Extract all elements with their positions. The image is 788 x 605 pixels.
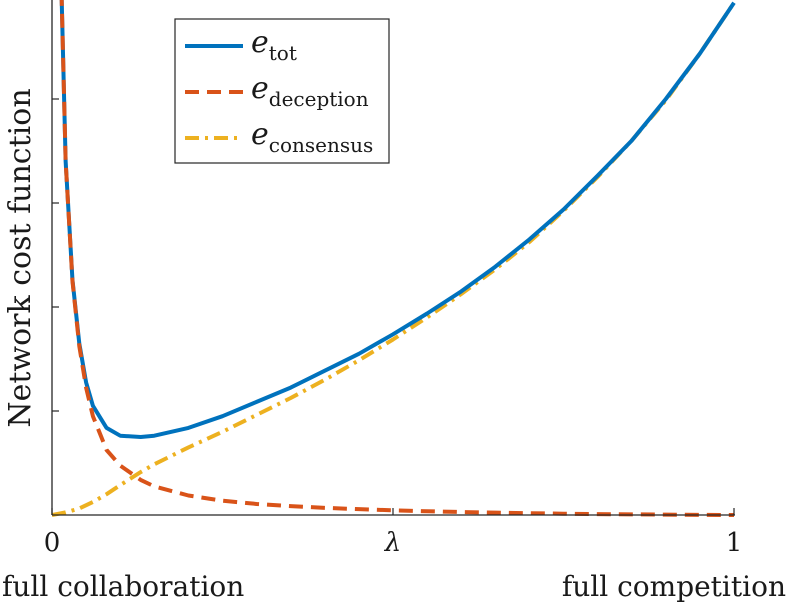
x-end-label-right: full competition	[562, 570, 786, 603]
x-tick-label-0: 0	[44, 528, 61, 558]
series-line-deception	[59, 0, 735, 517]
legend: etot edeception econsensus	[174, 18, 390, 164]
x-tick-label-lambda: λ	[384, 528, 401, 558]
x-tick-label-1: 1	[726, 528, 743, 558]
x-end-label-left: full collaboration	[2, 570, 244, 603]
legend-label-deception: edeception	[251, 71, 369, 111]
series-line-consensus	[52, 1, 736, 517]
y-ticks	[52, 98, 59, 412]
legend-label-tot: etot	[251, 25, 297, 65]
legend-label-consensus: econsensus	[251, 117, 373, 157]
plot-lines	[52, 0, 736, 517]
x-ticks	[51, 508, 735, 515]
y-axis-title: Network cost function	[3, 88, 38, 427]
series-line-tot	[59, 0, 736, 439]
